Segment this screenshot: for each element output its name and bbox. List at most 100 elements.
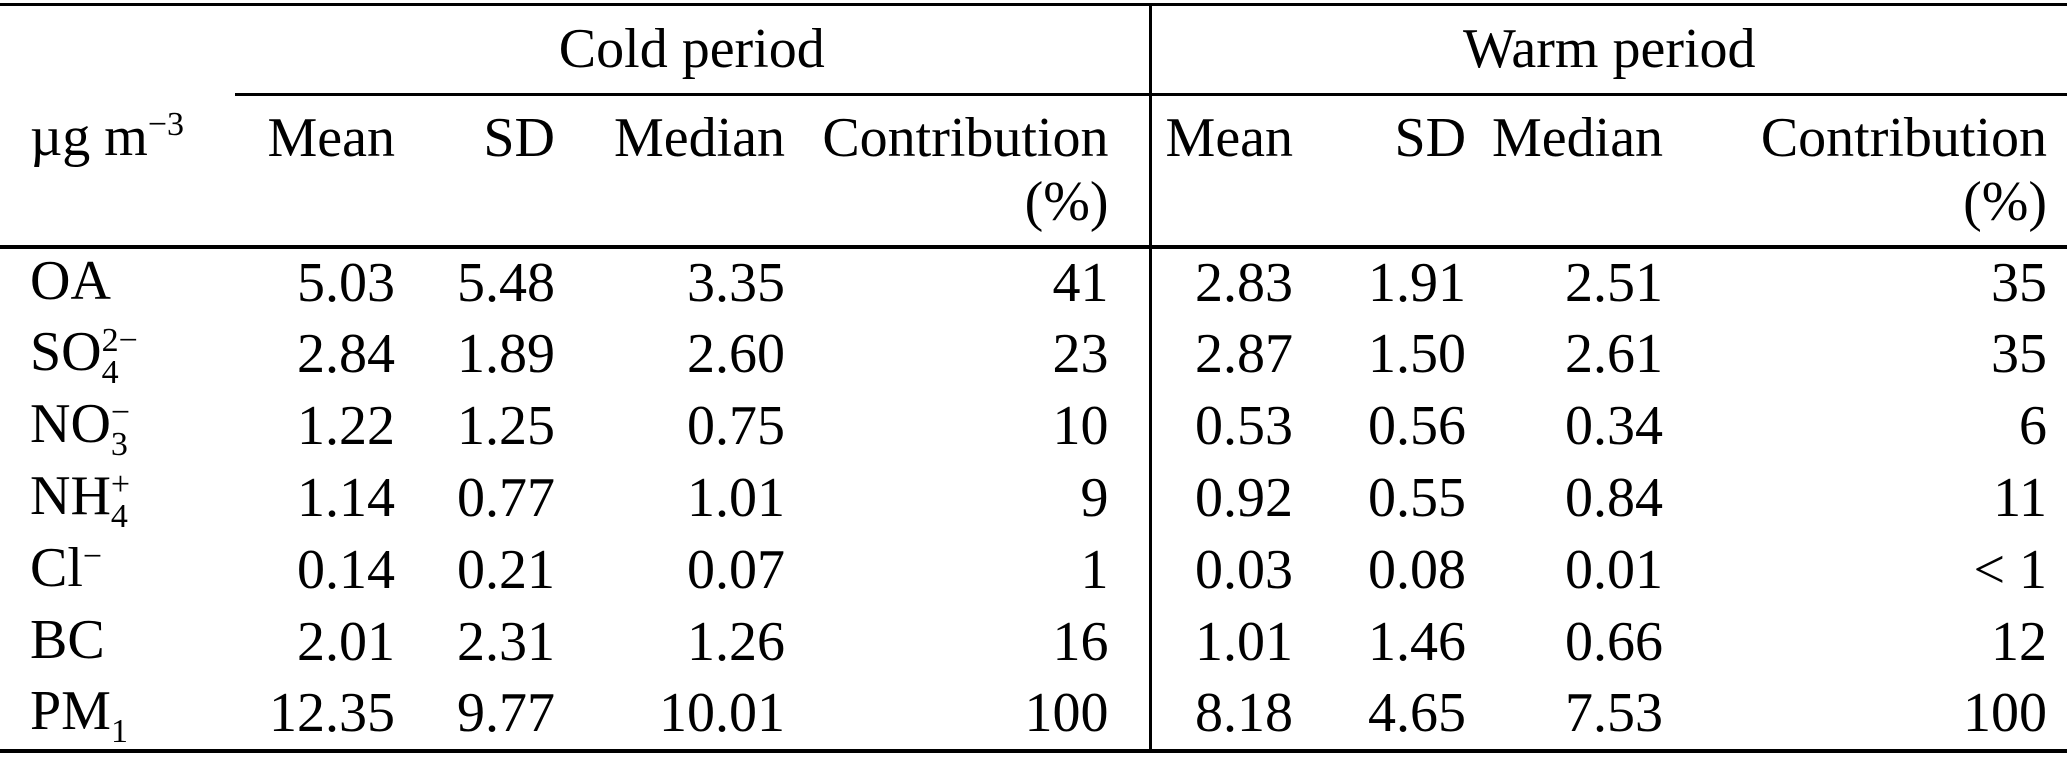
species-label: OA xyxy=(0,247,235,319)
species-superscript: + xyxy=(110,465,131,503)
cell-warm-mean: 2.83 xyxy=(1195,252,1294,315)
cell-warm-median: 2.51 xyxy=(1565,252,1664,315)
species-superscript: 2− xyxy=(101,321,138,359)
composition-stats-table: Cold period Warm period µg m −3 Mean SD M… xyxy=(0,3,2067,753)
cell-cold-median: 0.75 xyxy=(687,395,785,458)
cell-cold-mean: 1.22 xyxy=(297,395,395,458)
cell-warm-contribution: 35 xyxy=(1991,323,2048,386)
species-scripts: −3 xyxy=(110,393,131,463)
species-base: BC xyxy=(30,608,105,671)
header-cold-sd: SD xyxy=(401,94,561,249)
species-scripts: 2− 4 xyxy=(101,321,138,390)
species-base: NO xyxy=(30,392,111,455)
period-spanner-row: Cold period Warm period xyxy=(0,4,2067,96)
cell-cold-contribution: 10 xyxy=(791,390,1152,463)
cell-cold-mean: 12.35 xyxy=(235,678,401,753)
cell-cold-contribution: 1 xyxy=(791,534,1152,607)
cell-warm-sd: 1.46 xyxy=(1368,611,1467,674)
header-warm-contribution-line2: (%) xyxy=(1963,171,2048,234)
cell-warm-mean: 0.03 xyxy=(1195,539,1294,602)
cell-warm-contribution: < 1 xyxy=(1973,539,2048,602)
warm-period-spanner: Warm period xyxy=(1150,4,2067,96)
cell-cold-median: 0.07 xyxy=(687,539,785,602)
table-row: PM 1 12.35 9.77 10.01 100 8.18 4.65 7.53 … xyxy=(0,678,2067,753)
cell-cold-contribution: 9 xyxy=(791,462,1152,535)
cold-period-spanner: Cold period xyxy=(235,4,1152,96)
cell-warm-contribution: 11 xyxy=(1993,467,2048,530)
unit-scripts: −3 xyxy=(147,106,185,174)
species-superscript: − xyxy=(110,393,131,431)
header-cold-contribution: Contribution (%) xyxy=(791,94,1152,249)
cell-cold-mean: 2.01 xyxy=(297,611,395,674)
header-cold-contribution-line1: Contribution xyxy=(822,107,1109,169)
unit-base: µg m xyxy=(30,105,148,168)
cell-cold-sd: 5.48 xyxy=(457,252,555,315)
header-warm-median: Median xyxy=(1472,94,1670,249)
cell-cold-sd: 9.77 xyxy=(401,678,561,753)
cell-cold-mean: 5.03 xyxy=(297,252,395,315)
species-label: PM 1 xyxy=(0,678,235,753)
cell-warm-median: 2.61 xyxy=(1565,323,1664,386)
species-subscript: 4 xyxy=(110,497,128,535)
cell-warm-mean: 1.01 xyxy=(1195,611,1294,674)
table-row: NO −3 1.22 1.25 0.75 10 0.53 0.56 0.34 6 xyxy=(0,390,2067,463)
cell-cold-contribution: 100 xyxy=(791,678,1152,753)
cell-cold-sd: 1.89 xyxy=(457,323,555,386)
cell-warm-median: 0.01 xyxy=(1565,539,1664,602)
cell-warm-contribution: 12 xyxy=(1991,611,2048,674)
header-warm-contribution: Contribution (%) xyxy=(1669,94,2067,249)
unit-label: µg m −3 xyxy=(0,94,235,249)
cell-warm-median: 0.66 xyxy=(1565,611,1664,674)
cell-warm-contribution: 6 xyxy=(2019,395,2048,458)
header-cold-median: Median xyxy=(561,94,791,249)
header-warm-mean: Mean xyxy=(1150,94,1300,249)
table-row: OA 5.03 5.48 3.35 41 2.83 1.91 2.51 35 xyxy=(0,246,2067,319)
cell-warm-median: 0.34 xyxy=(1565,395,1664,458)
cell-warm-median: 7.53 xyxy=(1472,678,1670,753)
spanner-empty-cell xyxy=(0,5,235,95)
cell-cold-median: 1.26 xyxy=(687,611,785,674)
species-superscript: − xyxy=(82,537,103,575)
cell-warm-mean: 0.53 xyxy=(1195,395,1294,458)
species-label: Cl − xyxy=(0,535,235,607)
species-scripts: − xyxy=(82,537,103,606)
header-warm-sd: SD xyxy=(1299,94,1473,249)
cell-warm-mean: 2.87 xyxy=(1195,323,1294,386)
cell-warm-sd: 0.55 xyxy=(1368,467,1467,530)
cell-cold-median: 10.01 xyxy=(561,678,791,753)
cell-cold-sd: 1.25 xyxy=(457,395,555,458)
species-scripts: +4 xyxy=(110,465,131,535)
header-warm-contribution-line1: Contribution xyxy=(1760,107,2048,169)
species-label: NH +4 xyxy=(0,463,235,535)
header-cold-mean: Mean xyxy=(235,94,401,249)
cell-cold-contribution: 41 xyxy=(791,246,1152,319)
header-cold-contribution-line2: (%) xyxy=(1024,171,1109,234)
cell-cold-mean: 1.14 xyxy=(297,467,395,530)
cell-warm-contribution: 35 xyxy=(1991,252,2048,315)
table-row: Cl − 0.14 0.21 0.07 1 0.03 0.08 0.01 < 1 xyxy=(0,534,2067,607)
species-label: NO −3 xyxy=(0,391,235,463)
column-header-row: µg m −3 Mean SD Median Contribution (%) M… xyxy=(0,94,2067,249)
table-row: NH +4 1.14 0.77 1.01 9 0.92 0.55 0.84 11 xyxy=(0,462,2067,535)
cell-warm-median: 0.84 xyxy=(1565,467,1664,530)
cell-warm-sd: 0.08 xyxy=(1368,539,1467,602)
cell-cold-sd: 2.31 xyxy=(457,611,555,674)
cell-cold-contribution: 16 xyxy=(791,606,1152,679)
species-base: Cl xyxy=(30,536,83,599)
cell-cold-sd: 0.21 xyxy=(457,539,555,602)
table-row: BC 2.01 2.31 1.26 16 1.01 1.46 0.66 12 xyxy=(0,606,2067,679)
species-label: SO 2− 4 xyxy=(0,319,235,391)
species-subscript: 3 xyxy=(110,425,128,463)
cell-cold-median: 1.01 xyxy=(687,467,785,530)
species-base: PM xyxy=(30,679,111,742)
cell-cold-mean: 0.14 xyxy=(297,539,395,602)
cell-warm-contribution: 100 xyxy=(1669,678,2067,753)
species-scripts: 1 xyxy=(111,684,128,748)
cell-cold-median: 3.35 xyxy=(687,252,785,315)
table-row: SO 2− 4 2.84 1.89 2.60 23 2.87 1.50 2.61 3… xyxy=(0,318,2067,391)
cell-warm-sd: 1.91 xyxy=(1368,252,1467,315)
species-base: SO xyxy=(30,320,102,383)
unit-superscript: −3 xyxy=(147,106,185,144)
cell-cold-median: 2.60 xyxy=(687,323,785,386)
cell-warm-sd: 4.65 xyxy=(1299,678,1473,753)
